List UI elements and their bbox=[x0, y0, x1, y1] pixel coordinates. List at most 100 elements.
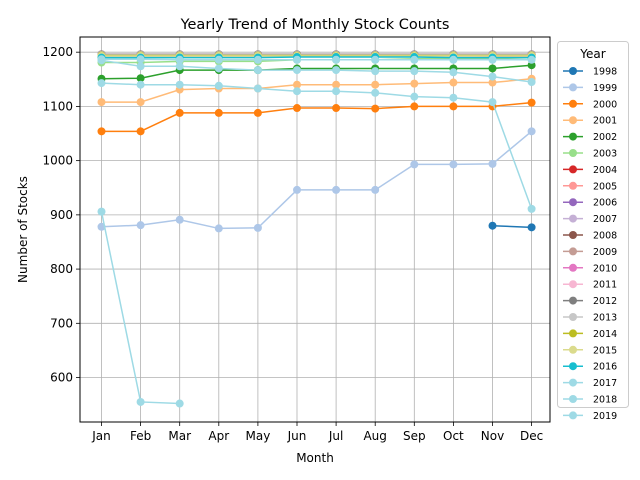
legend-item-2000: 2000 bbox=[563, 99, 617, 110]
data-point bbox=[175, 80, 184, 89]
data-point bbox=[332, 55, 341, 64]
legend-label: 2013 bbox=[593, 313, 617, 324]
data-point bbox=[410, 79, 419, 88]
data-point bbox=[332, 104, 341, 113]
data-point bbox=[371, 185, 380, 194]
data-point bbox=[449, 55, 458, 64]
legend-label: 2017 bbox=[593, 378, 617, 389]
data-point bbox=[175, 108, 184, 117]
legend-label: 2000 bbox=[593, 99, 617, 110]
x-tick-label: Aug bbox=[363, 429, 386, 443]
legend-swatch-marker bbox=[569, 149, 577, 157]
series-2018 bbox=[97, 56, 536, 87]
legend-label: 2001 bbox=[593, 116, 617, 127]
legend: Year 1998 1999 2000 2001 2002 2003 2004 2005 200… bbox=[557, 41, 629, 422]
y-axis-label: Number of Stocks bbox=[16, 176, 30, 283]
legend-item-2011: 2011 bbox=[563, 280, 617, 291]
data-point bbox=[527, 55, 536, 64]
legend-label: 2008 bbox=[593, 231, 617, 242]
legend-swatch-marker bbox=[569, 214, 577, 223]
plot-frame bbox=[79, 36, 551, 423]
x-tick-label: Jul bbox=[328, 429, 343, 443]
data-point bbox=[136, 55, 145, 64]
data-point bbox=[332, 87, 341, 96]
data-point bbox=[97, 98, 106, 107]
data-point bbox=[214, 64, 223, 73]
legend-swatch-marker bbox=[569, 165, 577, 174]
data-point bbox=[488, 159, 497, 168]
legend-label: 2002 bbox=[593, 132, 617, 143]
y-tick-label: 800 bbox=[50, 262, 73, 276]
x-tick-label: Jun bbox=[287, 429, 307, 443]
data-point bbox=[214, 108, 223, 117]
x-tick-label: Mar bbox=[168, 429, 191, 443]
legend-item-2013: 2013 bbox=[563, 313, 617, 324]
data-point bbox=[332, 66, 341, 75]
series-line bbox=[101, 130, 533, 230]
legend-title: Year bbox=[579, 47, 605, 61]
data-point bbox=[332, 185, 341, 194]
data-point bbox=[410, 67, 419, 76]
x-tick-label: Oct bbox=[443, 429, 464, 443]
y-tick-label: 1200 bbox=[42, 45, 73, 59]
legend-item-1999: 1999 bbox=[563, 83, 617, 94]
legend-item-2009: 2009 bbox=[563, 247, 617, 258]
legend-item-2004: 2004 bbox=[563, 165, 617, 176]
legend-swatch-marker bbox=[569, 67, 577, 75]
data-point bbox=[488, 64, 497, 73]
legend-item-2006: 2006 bbox=[563, 198, 617, 209]
legend-swatch-marker bbox=[569, 378, 577, 387]
data-point bbox=[253, 108, 262, 117]
series-1999 bbox=[97, 127, 536, 233]
data-point bbox=[175, 55, 184, 64]
x-tick-label: Apr bbox=[208, 429, 229, 443]
legend-swatch-marker bbox=[569, 362, 577, 371]
x-tick-label: Dec bbox=[520, 429, 543, 443]
series-line bbox=[101, 64, 532, 80]
legend-label: 2006 bbox=[593, 198, 617, 209]
legend-swatch-marker bbox=[569, 198, 577, 207]
data-point bbox=[136, 397, 145, 406]
y-tick-label: 900 bbox=[50, 208, 73, 222]
legend-label: 2005 bbox=[593, 181, 617, 192]
data-point bbox=[488, 55, 497, 64]
series-2016 bbox=[97, 53, 536, 62]
data-point bbox=[527, 127, 536, 136]
data-point bbox=[214, 224, 223, 233]
legend-item-2016: 2016 bbox=[563, 362, 617, 373]
data-point bbox=[175, 399, 184, 408]
legend-item-2001: 2001 bbox=[563, 116, 617, 127]
series-1998 bbox=[488, 221, 536, 232]
legend-swatch-marker bbox=[569, 247, 577, 256]
series-line bbox=[101, 82, 533, 210]
legend-item-2014: 2014 bbox=[563, 329, 617, 340]
data-point bbox=[293, 66, 301, 75]
legend-item-2012: 2012 bbox=[563, 296, 617, 307]
data-point bbox=[253, 84, 262, 93]
legend-item-2008: 2008 bbox=[563, 231, 617, 242]
data-point bbox=[527, 78, 536, 87]
data-point bbox=[410, 102, 419, 111]
data-point bbox=[488, 98, 497, 107]
data-point bbox=[253, 66, 262, 75]
data-point bbox=[97, 127, 106, 136]
legend-item-1998: 1998 bbox=[563, 67, 617, 78]
legend-swatch-marker bbox=[569, 395, 577, 403]
legend-items: 1998 1999 2000 2001 2002 2003 2004 2005 2006 2007… bbox=[563, 67, 617, 422]
data-point bbox=[527, 98, 536, 107]
data-point bbox=[449, 68, 458, 77]
legend-swatch-marker bbox=[569, 83, 577, 92]
legend-label: 2015 bbox=[593, 345, 617, 356]
legend-swatch-marker bbox=[569, 231, 577, 239]
x-tick-label: Jan bbox=[91, 429, 111, 443]
series-line bbox=[101, 56, 532, 59]
series-2019 bbox=[97, 79, 536, 213]
data-point bbox=[449, 78, 458, 87]
data-point bbox=[97, 56, 106, 65]
series-2000 bbox=[97, 98, 536, 136]
data-point bbox=[488, 221, 497, 230]
data-point bbox=[371, 104, 380, 113]
data-point bbox=[293, 80, 301, 89]
data-point bbox=[293, 104, 301, 113]
